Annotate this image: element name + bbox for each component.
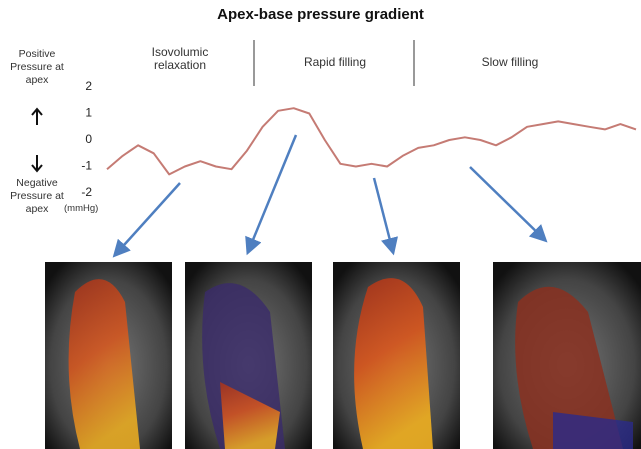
- positive-label: Positive Pressure at apex: [0, 48, 74, 87]
- y-tick-label: 1: [85, 106, 92, 120]
- y-tick-label: -2: [81, 185, 92, 199]
- figure: -2 -1 0 1 2 Apex-base pressure gradient Posi…: [0, 0, 641, 449]
- blue-arrows: [115, 135, 545, 255]
- pressure-arrows: [32, 109, 42, 171]
- pressure-line: [107, 108, 636, 174]
- phase-label: Isovolumic relaxation: [130, 46, 230, 72]
- y-tick-label: 0: [85, 132, 92, 146]
- chart-title: Apex-base pressure gradient: [0, 6, 641, 23]
- phase-label: Rapid filling: [270, 56, 400, 69]
- echo-images: [45, 262, 641, 449]
- negative-label: Negative Pressure at apex: [0, 177, 74, 216]
- y-tick-label: -1: [81, 159, 92, 173]
- y-tick-label: 2: [85, 79, 92, 93]
- y-axis-unit: (mmHg): [64, 202, 124, 215]
- phase-label: Slow filling: [440, 56, 580, 69]
